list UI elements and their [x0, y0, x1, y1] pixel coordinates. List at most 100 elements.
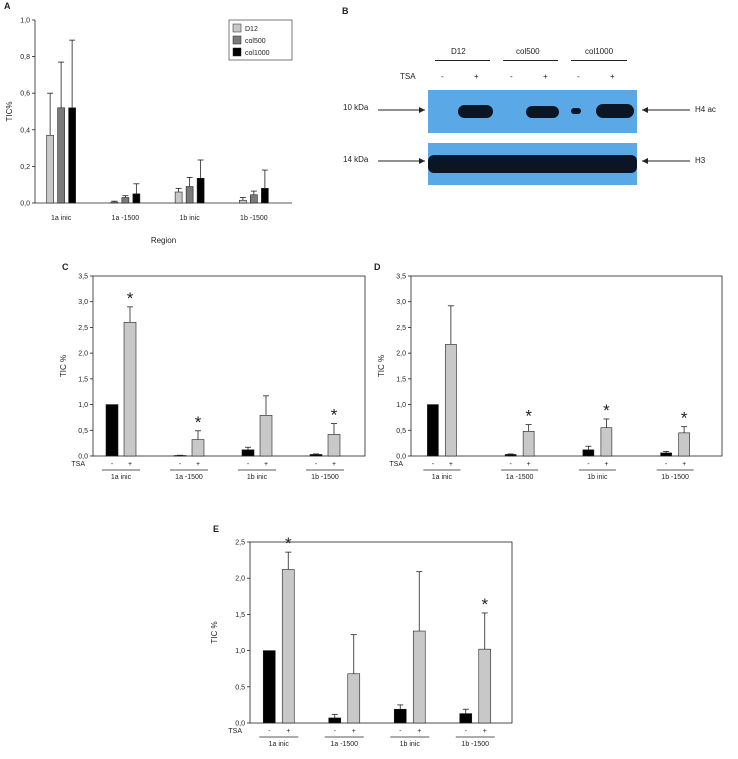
- tsa-sign: -: [399, 728, 402, 735]
- x-tick-label: 1a -1500: [330, 741, 358, 748]
- panel-letter: C: [62, 262, 69, 272]
- tsa-sign: -: [665, 461, 668, 468]
- bar: [121, 197, 130, 204]
- blot-group-line: [503, 60, 558, 61]
- y-tick-label: 1,0: [78, 402, 88, 409]
- tsa-sign: +: [196, 461, 200, 468]
- legend-swatch: [232, 35, 242, 45]
- panel-e: E 0,0 0,5 1,0 1,5 2,0 2,5 TIC % * - +1a inic - +1a -…: [190, 518, 520, 754]
- bar: [196, 177, 205, 204]
- y-tick-label: 0,0: [78, 454, 88, 461]
- bar: [259, 415, 273, 457]
- tsa-label: TSA: [71, 461, 85, 468]
- y-axis-label: TIC %: [59, 355, 68, 377]
- y-axis-label: TIC%: [5, 102, 14, 122]
- tsa-sign: +: [604, 461, 608, 468]
- bar: [239, 199, 247, 204]
- panel-a: A 0,0 0,2 0,4 0,6 0,8 1,0 TIC% 1a inic 1a -1500 1b…: [0, 0, 300, 245]
- y-tick-label: 0,6: [20, 91, 30, 98]
- tsa-sign: -: [587, 461, 590, 468]
- panel-c: C 0,0 0,5 1,0 1,5 2,0 2,5 3,0 3,5 TIC % * - +1a inic…: [0, 258, 370, 490]
- tsa-label: TSA: [228, 728, 242, 735]
- tsa-sign: +: [264, 461, 268, 468]
- tsa-sign: +: [449, 461, 453, 468]
- bar: [262, 650, 276, 724]
- bar: [445, 344, 457, 457]
- x-axis-label: Region: [151, 236, 176, 245]
- tsa-sign: +: [128, 461, 132, 468]
- y-tick-label: 2,0: [396, 351, 406, 358]
- legend-swatch: [232, 47, 242, 57]
- blot-group-d12: D12: [451, 47, 466, 56]
- x-tick-label: 1b inic: [247, 474, 268, 481]
- bar: [427, 404, 439, 457]
- y-tick-label: 1,5: [235, 612, 245, 619]
- bar: [281, 569, 295, 724]
- x-tick-label: 1b inic: [400, 741, 421, 748]
- y-tick-label: 2,5: [235, 540, 245, 547]
- y-tick-label: 0,5: [78, 428, 88, 435]
- plot-frame: [92, 275, 366, 457]
- significance-star: *: [331, 406, 338, 425]
- bar: [105, 404, 119, 457]
- tsa-sign: +: [527, 461, 531, 468]
- y-tick-label: 3,0: [78, 299, 88, 306]
- x-tick-label: 1a -1500: [175, 474, 203, 481]
- tsa-sign: +: [332, 461, 336, 468]
- bar: [57, 107, 65, 204]
- tsa-sign: +: [682, 461, 686, 468]
- tsa-sign: -: [268, 728, 271, 735]
- x-tick-label: 1b -1500: [240, 215, 268, 222]
- bar: [174, 191, 183, 204]
- significance-star: *: [285, 534, 292, 553]
- y-tick-label: 1,0: [396, 402, 406, 409]
- tsa-sign: -: [247, 461, 250, 468]
- tsa-sign: -: [334, 728, 337, 735]
- blot-group-col500: col500: [516, 47, 540, 56]
- bar: [123, 321, 137, 457]
- blot-tsa-sign: +: [543, 72, 548, 81]
- legend-swatch: [232, 23, 242, 33]
- y-tick-label: 2,0: [78, 351, 88, 358]
- x-tick-label: 1b inic: [180, 215, 201, 222]
- x-tick-label: 1a -1500: [506, 474, 534, 481]
- tsa-label: TSA: [389, 461, 403, 468]
- blot-tsa-sign: -: [441, 72, 444, 81]
- legend-label: D12: [245, 26, 258, 33]
- bar: [459, 713, 473, 724]
- significance-star: *: [481, 595, 488, 614]
- x-tick-label: 1b -1500: [461, 741, 489, 748]
- chart-e: E 0,0 0,5 1,0 1,5 2,0 2,5 TIC % * - +1a inic - +1a -…: [210, 524, 513, 748]
- panel-b-blot: B D12 col500 col1000 TSA - + - + - + 10 …: [340, 0, 738, 200]
- bar: [328, 717, 342, 724]
- bar: [250, 194, 258, 204]
- y-tick-label: 0,0: [396, 454, 406, 461]
- y-tick-label: 2,0: [235, 576, 245, 583]
- blot-marker-14kda: 14 kDa: [343, 155, 369, 164]
- y-tick-label: 2,5: [396, 325, 406, 332]
- bar: [261, 188, 269, 204]
- y-tick-label: 1,5: [396, 376, 406, 383]
- bar: [309, 454, 323, 457]
- y-tick-label: 0,8: [20, 54, 30, 61]
- y-tick-label: 0,5: [396, 428, 406, 435]
- y-axis-label: TIC %: [377, 355, 386, 377]
- tsa-sign: +: [483, 728, 487, 735]
- bar: [46, 134, 54, 204]
- y-tick-label: 3,5: [396, 274, 406, 281]
- bar: [185, 186, 194, 204]
- panel-letter: A: [4, 1, 11, 11]
- legend-label: col1000: [245, 50, 270, 57]
- panel-d: D 0,0 0,5 1,0 1,5 2,0 2,5 3,0 3,5 TIC % - +1a inic *…: [368, 258, 738, 490]
- chart-a: A 0,0 0,2 0,4 0,6 0,8 1,0 TIC% 1a inic 1a -1500 1b…: [4, 1, 293, 245]
- blot-group-col1000: col1000: [585, 47, 614, 56]
- y-tick-label: 0,0: [20, 201, 30, 208]
- panel-letter: D: [374, 262, 381, 272]
- bar: [678, 432, 690, 457]
- significance-star: *: [127, 289, 134, 308]
- y-tick-label: 1,5: [78, 376, 88, 383]
- blot-group-line: [571, 60, 627, 61]
- legend-label: col500: [245, 38, 266, 45]
- bar: [582, 449, 595, 457]
- plot-frame: [249, 541, 513, 724]
